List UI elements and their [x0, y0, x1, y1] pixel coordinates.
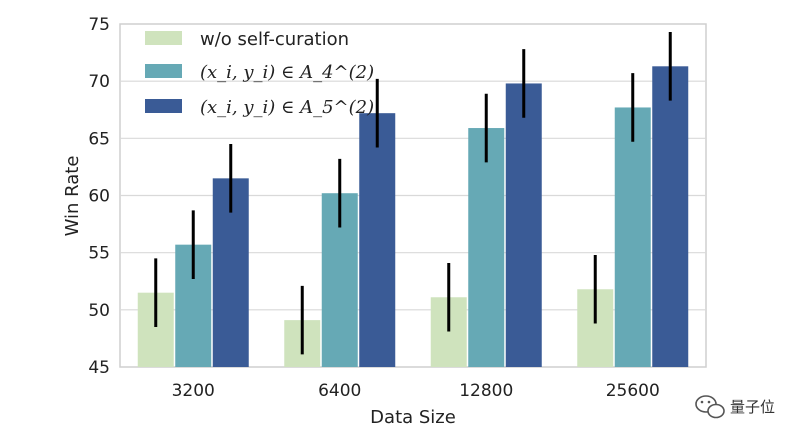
y-tick-label-75: 75	[88, 15, 110, 35]
y-tick-label-60: 60	[88, 187, 110, 207]
y-tick-label-65: 65	[88, 129, 110, 149]
legend: w/o self-curation (x_i, y_i) ∈ A_4^(2) (…	[145, 29, 374, 118]
y-tick-labels: 45 50 55 60 65 70 75	[88, 15, 110, 378]
x-tick-label-3200: 3200	[172, 381, 215, 401]
x-tick-label-25600: 25600	[606, 381, 660, 401]
x-tick-labels: 3200 6400 12800 25600	[172, 381, 660, 401]
x-tick-label-12800: 12800	[459, 381, 513, 401]
legend-label-0: w/o self-curation	[200, 29, 349, 50]
y-tick-label-50: 50	[88, 301, 110, 321]
bar-6400-series-2	[359, 113, 396, 368]
legend-swatch-1	[145, 64, 182, 78]
watermark: 量子位	[695, 395, 775, 419]
wechat-icon	[695, 395, 725, 419]
bar-25600-series-1	[614, 107, 651, 368]
bars	[137, 66, 689, 368]
bar-25600-series-2	[652, 66, 689, 367]
y-tick-label-70: 70	[88, 72, 110, 92]
bar-12800-series-1	[468, 128, 505, 367]
y-axis-label: Win Rate	[62, 156, 83, 237]
x-axis-label: Data Size	[370, 407, 456, 428]
y-tick-label-45: 45	[88, 358, 110, 378]
error-bars	[154, 32, 672, 355]
bar-12800-series-2	[505, 83, 542, 367]
legend-swatch-0	[145, 31, 182, 45]
watermark-text: 量子位	[730, 398, 775, 416]
legend-label-2: (x_i, y_i) ∈ A_5^(2)	[200, 97, 374, 118]
legend-label-1: (x_i, y_i) ∈ A_4^(2)	[200, 62, 374, 83]
y-tick-label-55: 55	[88, 244, 110, 264]
x-tick-label-6400: 6400	[318, 381, 361, 401]
legend-swatch-2	[145, 99, 182, 113]
